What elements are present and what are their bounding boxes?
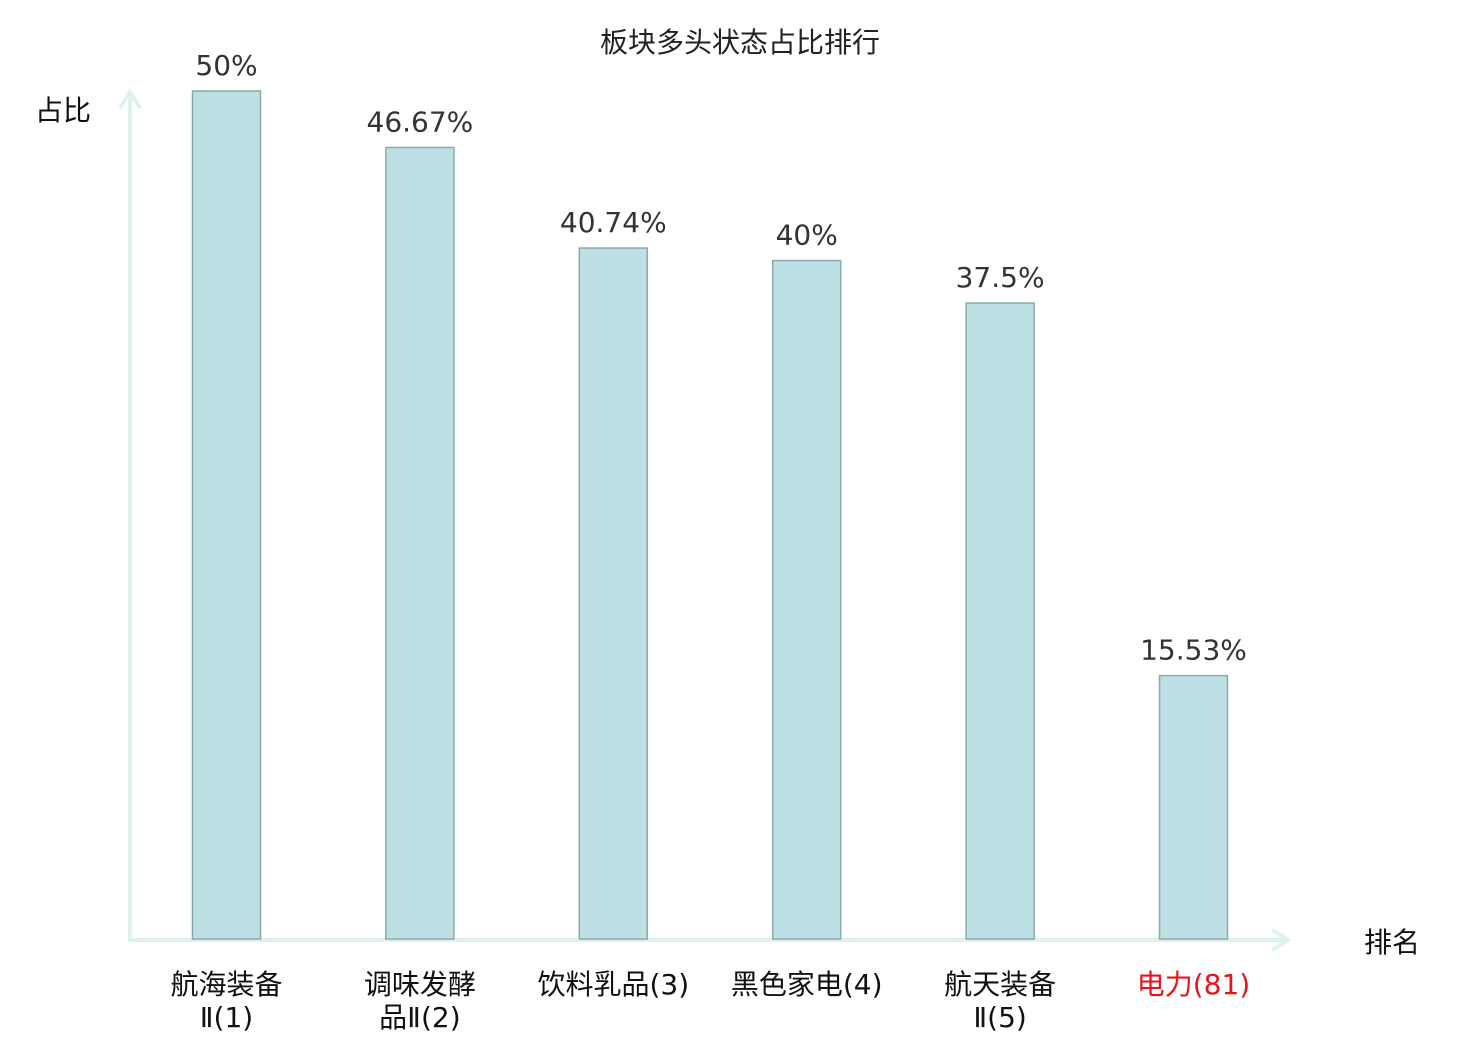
x-tick-label: 调味发酵 — [364, 968, 476, 1001]
data-label: 15.53% — [1140, 634, 1247, 667]
y-axis — [118, 88, 142, 940]
data-label: 40.74% — [560, 206, 667, 239]
chart-title: 板块多头状态占比排行 — [600, 26, 880, 59]
bar — [385, 146, 455, 940]
bar — [771, 259, 842, 940]
x-tick-label: 饮料乳品(3) — [537, 968, 689, 1001]
x-tick-label: 品Ⅱ(2) — [379, 1001, 460, 1034]
y-axis-label: 占比 — [35, 94, 91, 127]
y-axis-arrow-icon — [118, 88, 142, 110]
data-label: 46.67% — [367, 105, 474, 138]
bar — [1158, 674, 1229, 940]
data-label: 37.5% — [956, 261, 1045, 294]
data-label: 50% — [195, 49, 257, 82]
x-tick-label: 航海装备 — [170, 968, 282, 1001]
x-tick-label: Ⅱ(5) — [973, 1001, 1026, 1034]
x-axis-arrow-icon — [1270, 928, 1292, 952]
bar — [191, 90, 262, 940]
bar — [578, 247, 649, 940]
x-tick-label: 电力(81) — [1137, 968, 1250, 1001]
x-axis — [128, 928, 1292, 952]
data-label: 40% — [776, 219, 838, 252]
bar — [965, 302, 1035, 940]
x-tick-label: 黑色家电(4) — [731, 968, 883, 1001]
x-tick-label: 航天装备 — [944, 968, 1056, 1001]
x-tick-label: Ⅱ(1) — [200, 1001, 253, 1034]
x-axis-label: 排名 — [1364, 926, 1420, 959]
